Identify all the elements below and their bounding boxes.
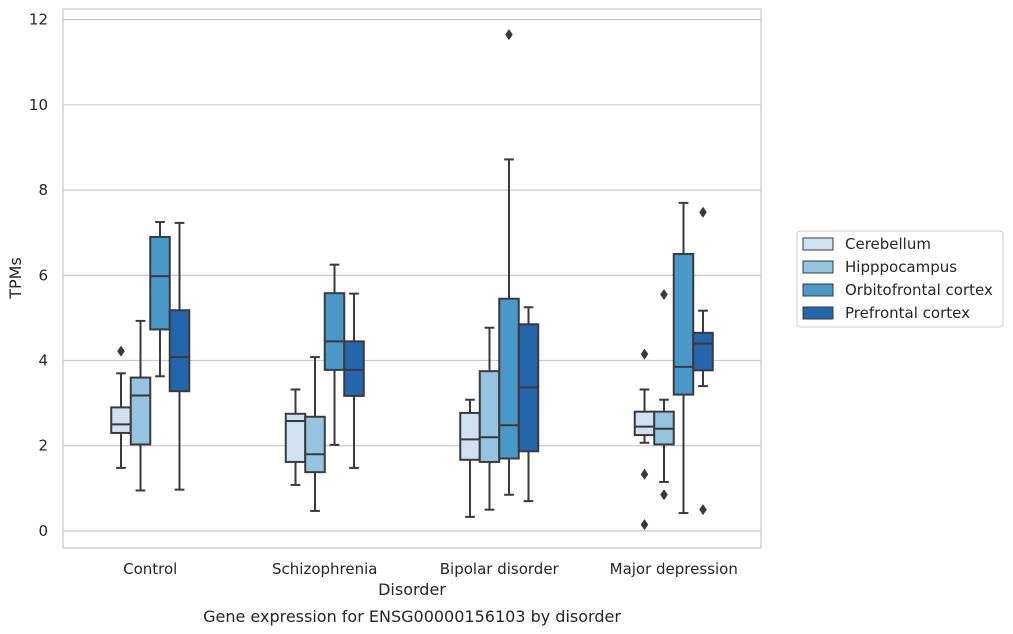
boxplot-series bbox=[110, 29, 714, 531]
box-group bbox=[343, 292, 365, 469]
outlier-point bbox=[660, 288, 668, 300]
box-group bbox=[517, 306, 540, 503]
box-body bbox=[304, 415, 326, 474]
y-tick-label: 6 bbox=[38, 266, 48, 284]
box-group bbox=[478, 326, 501, 511]
box-body bbox=[633, 410, 656, 437]
plot-area-frame bbox=[62, 8, 762, 549]
box-group bbox=[129, 319, 152, 492]
legend-swatch bbox=[802, 237, 834, 251]
box-body bbox=[498, 297, 520, 460]
y-tick-label: 4 bbox=[38, 352, 48, 370]
box-body bbox=[323, 292, 346, 371]
box-group bbox=[653, 288, 675, 501]
legend-label: Prefrontal cortex bbox=[845, 304, 970, 322]
y-tick-label: 10 bbox=[29, 96, 48, 114]
box-body bbox=[459, 411, 481, 461]
legend-frame bbox=[796, 230, 1004, 328]
box-body bbox=[110, 406, 132, 434]
box-group bbox=[304, 356, 326, 512]
x-tick-label: Schizophrenia bbox=[272, 560, 377, 578]
box-group bbox=[692, 206, 714, 516]
outlier-point bbox=[117, 345, 125, 357]
y-tick-label: 8 bbox=[38, 181, 48, 199]
y-axis-ticks: 0 2 4 6 8 10 12 bbox=[29, 11, 48, 540]
outlier-point bbox=[699, 504, 707, 516]
outlier-point bbox=[640, 348, 649, 360]
chart-caption: Gene expression for ENSG00000156103 by d… bbox=[203, 607, 621, 626]
y-tick-label: 12 bbox=[29, 11, 48, 29]
legend-label: Orbitofrontal cortex bbox=[845, 281, 993, 299]
legend-label: Cerebellum bbox=[845, 235, 931, 253]
box-group bbox=[110, 345, 132, 469]
x-tick-label: Major depression bbox=[610, 560, 738, 578]
outlier-point bbox=[640, 519, 649, 531]
box-group bbox=[498, 29, 520, 496]
y-axis-label: TPMs bbox=[6, 257, 25, 300]
y-tick-label: 0 bbox=[38, 522, 48, 540]
legend-swatch bbox=[802, 283, 834, 297]
box-body bbox=[692, 331, 714, 372]
box-group bbox=[459, 398, 481, 518]
box-group bbox=[168, 221, 191, 491]
x-axis-label: Disorder bbox=[378, 580, 446, 599]
outlier-point bbox=[640, 468, 649, 480]
box-body bbox=[478, 370, 501, 463]
box-group bbox=[149, 221, 171, 378]
outlier-point bbox=[505, 29, 513, 41]
box-group bbox=[672, 201, 695, 515]
box-group bbox=[633, 348, 656, 531]
box-body bbox=[168, 309, 191, 393]
legend-swatch bbox=[802, 260, 834, 274]
box-body bbox=[343, 340, 365, 397]
outlier-point bbox=[699, 206, 707, 218]
x-tick-label: Control bbox=[123, 560, 177, 578]
legend-swatch bbox=[802, 306, 834, 320]
y-tick-label: 2 bbox=[38, 437, 48, 455]
box-body bbox=[149, 235, 171, 331]
box-group bbox=[323, 263, 346, 446]
box-body bbox=[672, 253, 695, 396]
x-tick-label: Bipolar disorder bbox=[440, 560, 560, 578]
outlier-point bbox=[660, 489, 668, 501]
box-group bbox=[284, 388, 307, 486]
legend-label: Hipppocampus bbox=[845, 258, 957, 276]
legend: Cerebellum Hipppocampus Orbitofrontal cort… bbox=[796, 230, 1004, 328]
x-axis-ticks: Control Schizophrenia Bipolar disorder Majo… bbox=[123, 560, 738, 578]
box-body bbox=[129, 376, 152, 446]
